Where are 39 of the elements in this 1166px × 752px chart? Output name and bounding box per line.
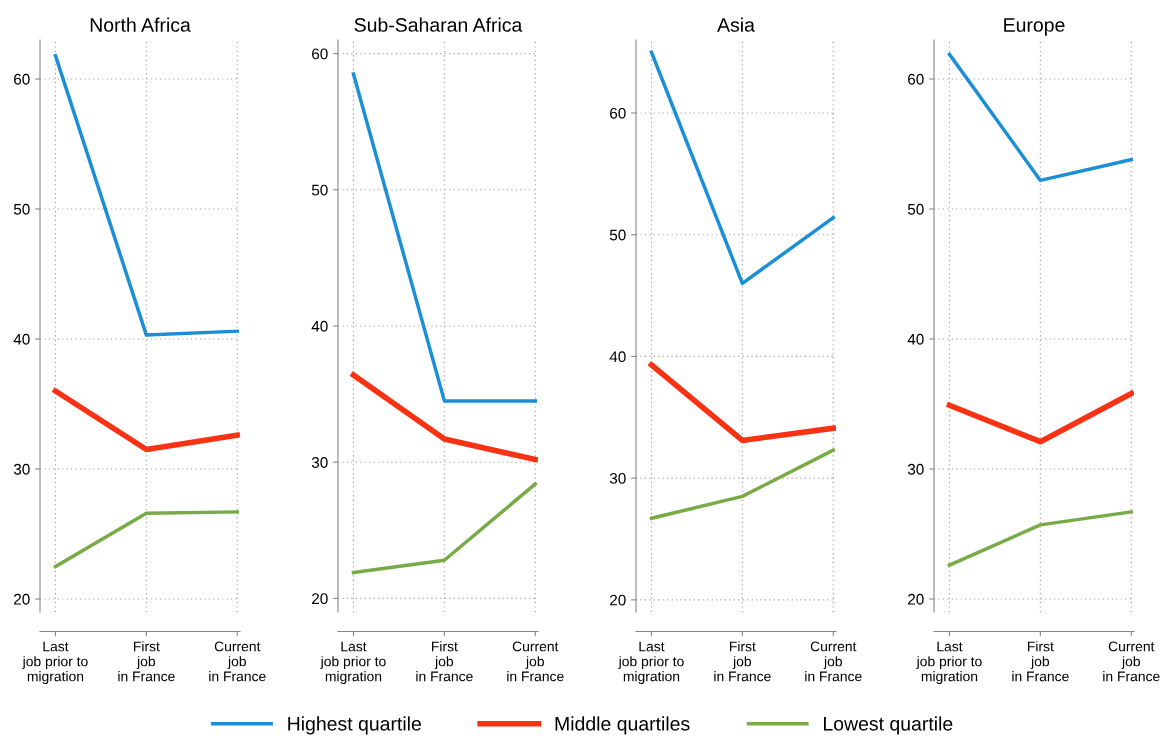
x-tick-label: First job in France (118, 641, 175, 682)
y-tick-label: 20 (312, 593, 328, 605)
y-tick-label: 30 (311, 457, 328, 468)
y-tick-label: 50 (907, 203, 924, 215)
x-tick-label: Current job in France (1103, 641, 1160, 682)
y-tick-label: 60 (312, 48, 328, 60)
legend-label: Lowest quartile (824, 716, 953, 735)
y-tick-label: 30 (13, 463, 30, 475)
y-tick-label: 60 (908, 73, 924, 85)
chart-title: Asia (717, 17, 755, 32)
y-tick-label: 40 (907, 333, 924, 345)
y-tick-label: 30 (907, 463, 924, 475)
y-tick-label: 50 (13, 203, 30, 215)
x-tick-label: Last job prior to migration (22, 641, 88, 685)
x-tick-label: First job in France (416, 641, 473, 682)
x-tick-label: Last job prior to migration (320, 641, 386, 685)
chart-title: Sub-Saharan Africa (354, 17, 523, 32)
x-tick-label: Last job prior to migration (618, 641, 684, 685)
x-tick-label: Current job in France (805, 641, 862, 682)
y-tick-label: 50 (609, 229, 626, 241)
y-tick-label: 20 (610, 594, 626, 606)
chart-title: Europe (1004, 18, 1065, 36)
y-tick-label: 60 (14, 73, 30, 85)
y-tick-label: 40 (13, 333, 30, 345)
x-tick-label: First job in France (1012, 641, 1069, 682)
y-tick-label: 40 (609, 351, 626, 363)
y-tick-label: 30 (609, 473, 626, 484)
y-tick-label: 20 (14, 593, 30, 605)
x-tick-label: Last job prior to migration (916, 641, 982, 685)
y-tick-label: 50 (311, 184, 328, 196)
x-tick-label: Current job in France (507, 641, 564, 682)
x-tick-label: First job in France (714, 641, 771, 682)
y-tick-label: 60 (610, 107, 626, 119)
legend-label: Middle quartiles (555, 716, 690, 735)
y-tick-label: 40 (311, 320, 328, 332)
legend-label: Highest quartile (288, 716, 421, 735)
y-tick-label: 20 (908, 593, 924, 605)
chart-title: North Africa (90, 17, 191, 32)
x-tick-label: Current job in France (209, 641, 266, 682)
